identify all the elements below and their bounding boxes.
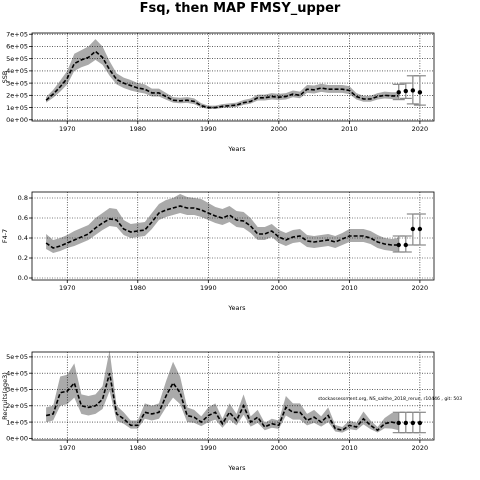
recruitment-confidence-band (46, 350, 399, 433)
recruitment-y-tick-label: 1e+05 (6, 418, 28, 426)
recruitment-forecast-point (410, 420, 416, 426)
f-x-tick-label: 1990 (200, 284, 217, 292)
ssb-y-tick-label: 5e+05 (6, 55, 28, 63)
recruitment-x-tick-label: 1980 (130, 444, 147, 452)
f-y-tick-label: 0.4 (18, 234, 28, 242)
ssb-x-tick-label: 2020 (412, 125, 429, 133)
recruitment-forecast-point (417, 420, 423, 426)
recruitment-x-tick-label: 2020 (412, 444, 429, 452)
f-x-tick-label: 2010 (341, 284, 358, 292)
ssb-y-tick-label: 4e+05 (6, 67, 28, 75)
ssb-forecast-point (417, 90, 423, 95)
figure-title: Fsq, then MAP FMSY_upper (140, 1, 341, 16)
ssb-confidence-band (46, 39, 399, 110)
f-y-tick-label: 0.8 (18, 194, 28, 202)
f-confidence-band (46, 194, 399, 253)
recruitment-y-tick-label: 5e+05 (6, 353, 28, 361)
f-panel: 1970 1980 1990 2000 2010 2020 0.0 0.2 0.4 0.6 0.8 Y… (1, 191, 435, 312)
ssb-y-tick-label: 2e+05 (6, 92, 28, 100)
f-x-tick-label: 2020 (412, 284, 429, 292)
ssb-x-tick-label: 1980 (130, 125, 147, 133)
f-forecast-point (403, 242, 408, 248)
f-x-tick-label: 1970 (59, 284, 76, 292)
ssb-y-tick-label: 7e+05 (6, 30, 28, 38)
f-y-axis-label: F4-7 (1, 229, 9, 243)
f-x-tick-label: 1980 (130, 284, 147, 292)
f-forecast-point (410, 226, 416, 232)
recruitment-y-tick-label: 4e+05 (6, 369, 28, 377)
recruitment-forecast-point (396, 420, 401, 426)
ssb-x-tick-label: 2000 (271, 125, 288, 133)
ssb-panel: 1970 1980 1990 2000 2010 2020 0e+00 1e+05 2e+05 3… (1, 30, 435, 153)
source-annotation: stockassessment.org, NS_saithe_2018_reru… (318, 396, 462, 402)
recruitment-x-tick-label: 2000 (271, 444, 288, 452)
recruitment-y-tick-label: 3e+05 (6, 386, 28, 394)
ssb-estimate-line (45, 50, 399, 109)
ssb-y-tick-label: 1e+05 (6, 104, 28, 112)
f-y-tick-label: 0.2 (18, 254, 28, 262)
recruitment-x-tick-label: 2010 (341, 444, 358, 452)
f-forecast-point (417, 226, 423, 232)
recruitment-plot-frame (31, 351, 435, 441)
ssb-y-tick-label: 6e+05 (6, 43, 28, 51)
ssb-x-axis-label: Years (227, 145, 246, 153)
ssb-x-tick-label: 1990 (200, 125, 217, 133)
recruitment-x-tick-label: 1990 (200, 444, 217, 452)
ssb-forecast-point (410, 88, 416, 93)
ssb-x-tick-label: 2010 (341, 125, 358, 133)
ssb-plot-frame (31, 32, 435, 122)
f-y-tick-label: 0.0 (18, 274, 28, 282)
ssb-y-axis-label: SSB (1, 71, 9, 84)
f-x-axis-label: Years (227, 304, 246, 312)
recruitment-y-axis-label: Recruits(age3) (1, 372, 9, 420)
ssb-x-tick-label: 1970 (59, 125, 76, 133)
recruitment-forecast-point (403, 420, 408, 426)
f-plot-frame (31, 191, 435, 281)
f-forecast-point (396, 242, 401, 248)
recruitment-y-tick-label: 2e+05 (6, 402, 28, 410)
f-y-tick-label: 0.6 (18, 214, 28, 222)
ssb-y-tick-label: 3e+05 (6, 79, 28, 87)
ssb-y-tick-label: 0e+00 (6, 116, 28, 124)
recruitment-estimate-line (45, 372, 399, 432)
recruitment-y-tick-label: 0e+00 (6, 435, 28, 443)
ssb-forecast-point (403, 88, 408, 94)
f-x-tick-label: 2000 (271, 284, 288, 292)
ssb-forecast-point (396, 90, 401, 95)
recruitment-x-tick-label: 1970 (59, 444, 76, 452)
recruitment-panel: 1970 1980 1990 2000 2010 2020 0e+00 1e+05 2e+05 3… (1, 350, 435, 472)
recruitment-x-axis-label: Years (227, 464, 246, 472)
